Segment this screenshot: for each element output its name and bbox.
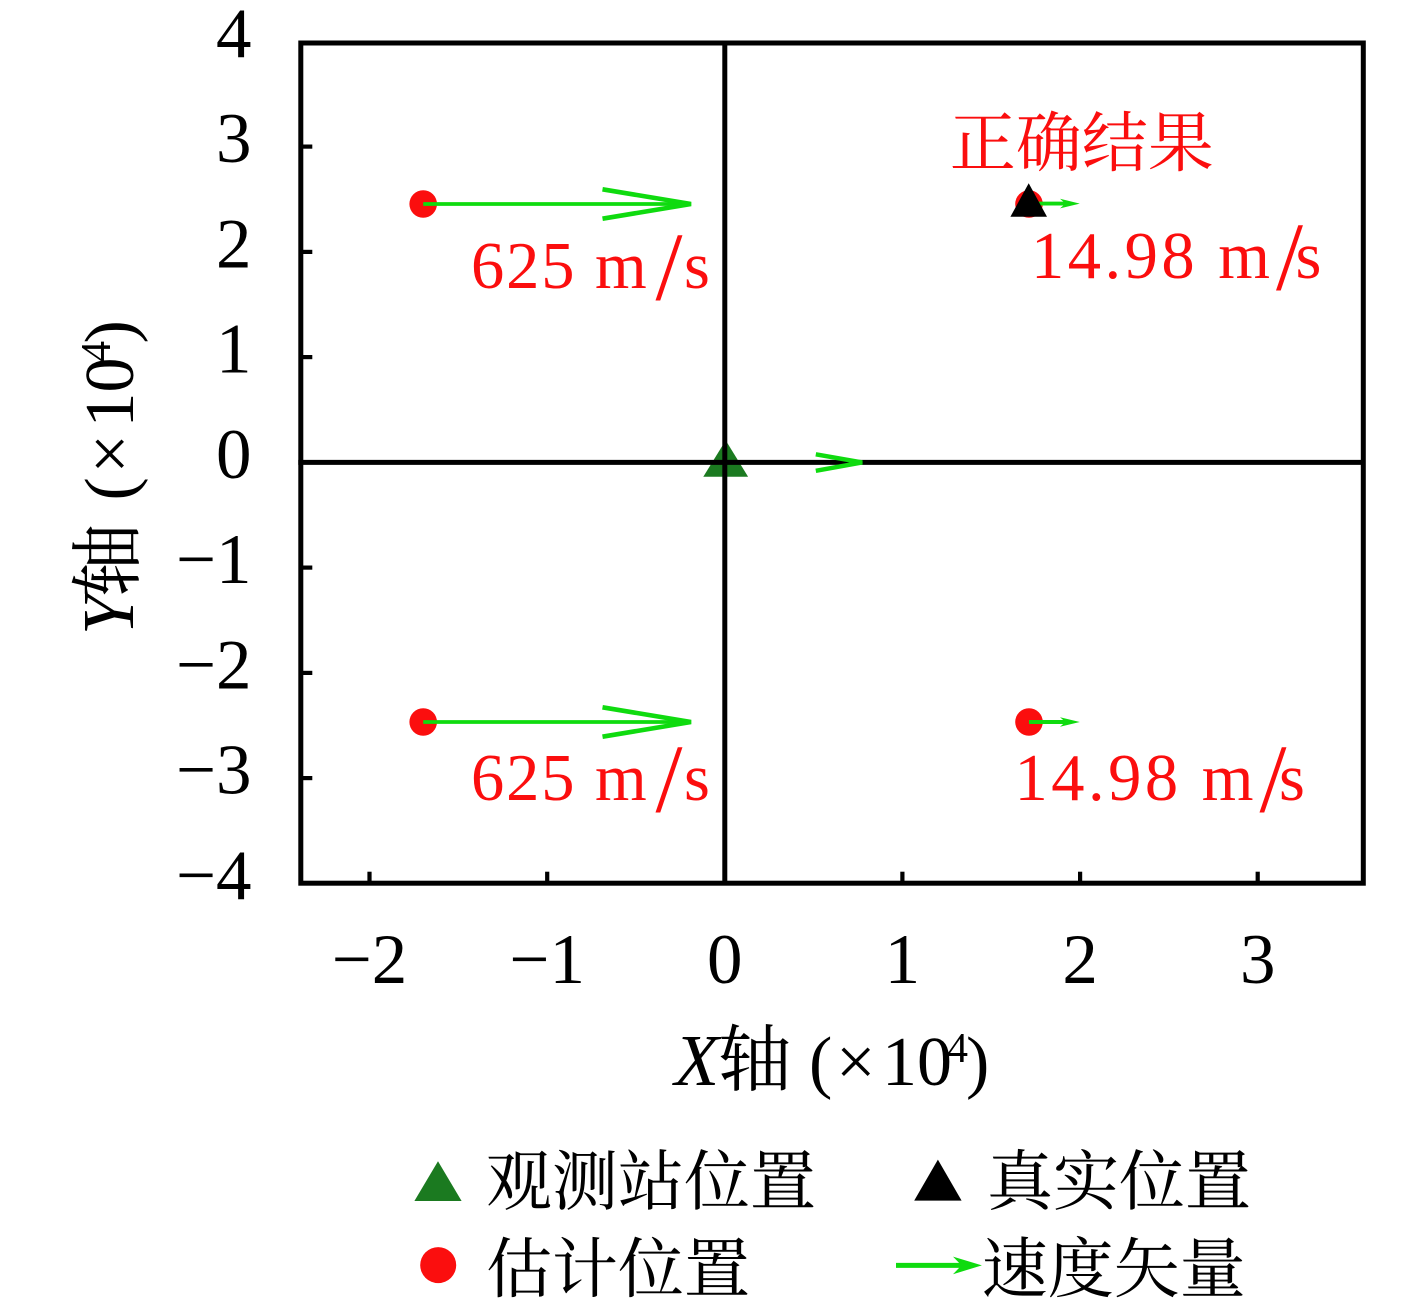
svg-text:/: / [1276, 204, 1303, 311]
svg-text:0: 0 [707, 921, 743, 999]
svg-text:3: 3 [1240, 921, 1276, 999]
svg-text:X: X [672, 1020, 722, 1101]
svg-text:−1: −1 [509, 921, 585, 999]
svg-text:/: / [1260, 726, 1287, 833]
svg-text:s: s [1296, 220, 1322, 293]
svg-text:625 m: 625 m [471, 230, 649, 303]
svg-text:3: 3 [216, 100, 252, 178]
svg-text:(: ( [72, 477, 149, 500]
svg-text:×: × [836, 1024, 875, 1101]
svg-text:14.98 m: 14.98 m [1031, 220, 1273, 293]
svg-text:s: s [684, 742, 710, 815]
svg-text:2: 2 [216, 205, 252, 283]
svg-text:−2: −2 [176, 626, 252, 704]
svg-text:14.98 m: 14.98 m [1015, 742, 1257, 815]
svg-text:−2: −2 [332, 921, 408, 999]
svg-text:1: 1 [216, 311, 252, 389]
svg-text:625 m: 625 m [471, 742, 649, 815]
svg-text:s: s [1279, 742, 1305, 815]
svg-text:/: / [656, 214, 683, 321]
svg-text:4: 4 [947, 1026, 968, 1072]
svg-text:): ) [72, 320, 149, 343]
svg-text:4: 4 [74, 341, 120, 362]
svg-text:−4: −4 [176, 837, 252, 915]
svg-text:−1: −1 [176, 521, 252, 599]
svg-text:s: s [684, 230, 710, 303]
svg-text:1: 1 [885, 921, 921, 999]
svg-text:Y: Y [68, 587, 149, 635]
svg-text:/: / [656, 726, 683, 833]
svg-text:): ) [966, 1024, 989, 1101]
svg-text:0: 0 [216, 416, 252, 494]
svg-text:2: 2 [1062, 921, 1098, 999]
svg-text:10: 10 [882, 1024, 952, 1101]
svg-text:×: × [72, 434, 149, 473]
svg-text:(: ( [809, 1024, 832, 1101]
svg-text:10: 10 [72, 358, 149, 428]
svg-text:−3: −3 [176, 732, 252, 810]
svg-text:4: 4 [216, 0, 252, 73]
